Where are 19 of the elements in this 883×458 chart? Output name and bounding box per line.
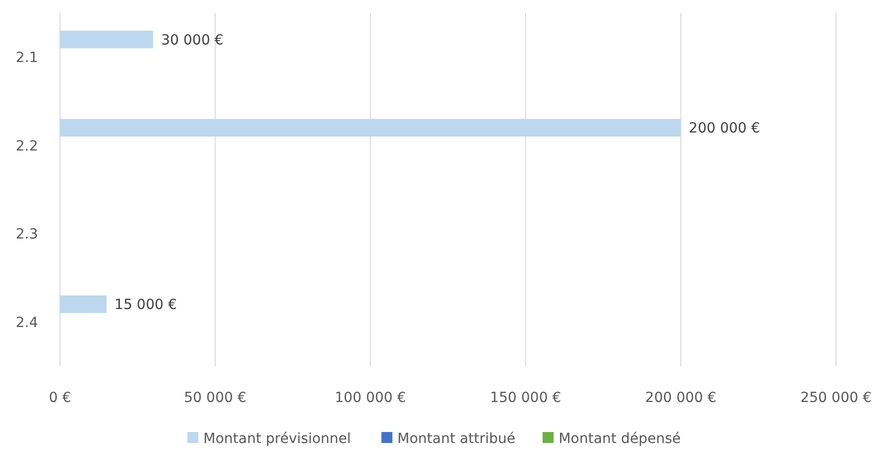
x-tick-label: 50 000 €	[184, 390, 246, 406]
legend-label: Montant prévisionnel	[203, 431, 351, 447]
y-tick-label: 2.3	[16, 226, 38, 243]
bar	[60, 295, 107, 314]
x-tick-label: 100 000 €	[334, 390, 406, 406]
legend-label: Montant attribué	[397, 431, 516, 447]
data-label: 15 000 €	[114, 297, 177, 314]
bar	[60, 118, 681, 137]
y-tick-label: 2.1	[16, 50, 38, 66]
x-tick-label: 200 000 €	[645, 390, 716, 406]
x-tick-label: 150 000 €	[490, 390, 562, 406]
data-label: 30 000 €	[161, 32, 224, 48]
x-tick-label: 0 €	[48, 390, 72, 406]
y-tick-label: 2.4	[16, 314, 38, 331]
data-label: 200 000 €	[688, 120, 760, 137]
legend-label: Montant dépensé	[558, 431, 681, 447]
bar	[60, 30, 154, 48]
y-tick-label: 2.2	[16, 138, 38, 154]
x-tick-label: 250 000 €	[800, 390, 872, 406]
